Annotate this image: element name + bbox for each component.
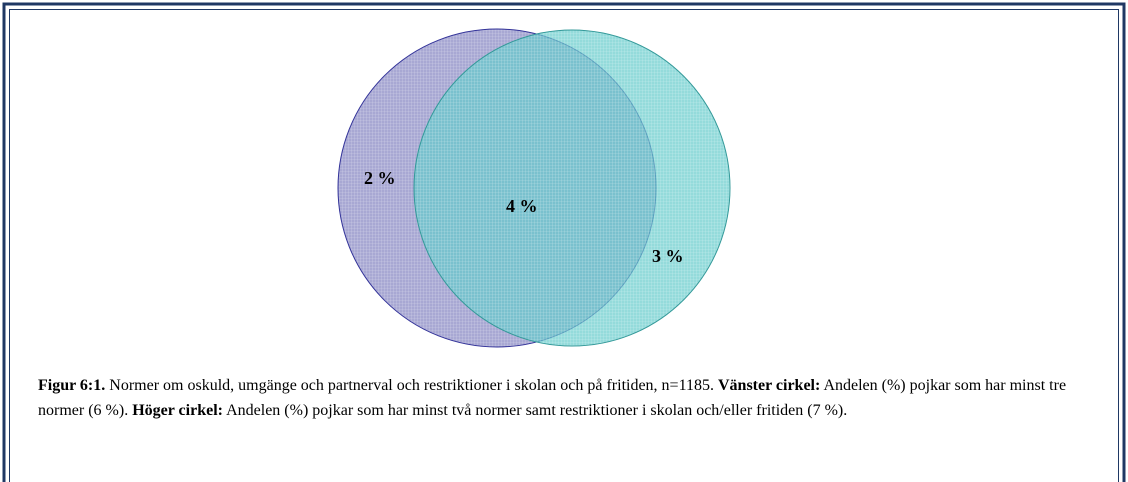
caption-left-label: Vänster cirkel:	[717, 377, 821, 394]
caption-left-text: Andelen (%) pojkar som har minst tre nor…	[38, 377, 1067, 419]
caption-right-label: Höger cirkel:	[132, 401, 223, 419]
right-circle	[413, 29, 731, 347]
left-only-label: 2 %	[364, 168, 396, 188]
caption-text: Normer om oskuld, umgänge och partnerval…	[105, 377, 718, 394]
caption-figure: Figur 6:1.	[38, 377, 106, 394]
caption: Figur 6:1. Normer om oskuld, umgänge och…	[38, 374, 1086, 423]
caption-right-text: Andelen (%) pojkar som har minst två nor…	[222, 401, 848, 419]
right-only-label: 3 %	[652, 246, 684, 266]
both-label: 4 %	[506, 196, 538, 216]
